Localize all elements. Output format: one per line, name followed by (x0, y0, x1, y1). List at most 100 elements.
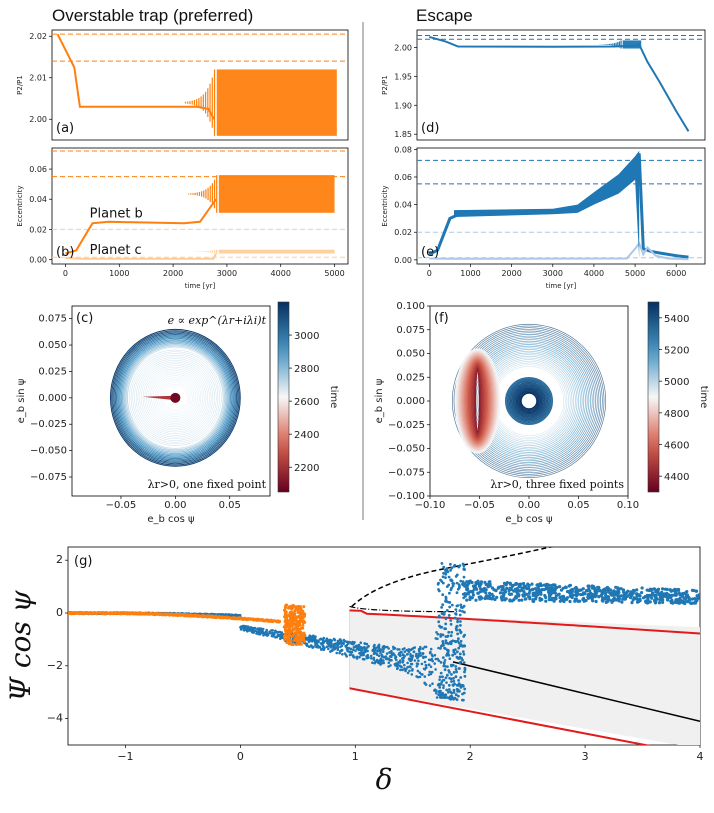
blue-point (367, 644, 370, 648)
series-group (56, 33, 337, 136)
blue-point (662, 592, 666, 596)
blue-point (535, 590, 539, 595)
blue-point (245, 628, 248, 631)
orange-point (296, 621, 300, 625)
phase-orbit (126, 346, 224, 450)
phase-orbit (477, 349, 581, 453)
blue-point (461, 645, 464, 648)
blue-point (457, 657, 461, 660)
blue-point (419, 645, 422, 649)
blue-point (505, 581, 509, 585)
blue-point (457, 679, 460, 682)
y-tick-label-b: 0.06 (29, 165, 47, 174)
blue-point (623, 597, 628, 601)
orange-point (284, 632, 287, 636)
blue-point (646, 600, 651, 605)
blue-point (673, 590, 678, 595)
blue-point (436, 582, 440, 586)
blue-point (661, 587, 665, 591)
blue-point (543, 593, 547, 598)
blue-point (335, 651, 339, 655)
blue-point (262, 631, 266, 634)
y-tick-label-b: 0.02 (29, 225, 47, 234)
blue-point (489, 596, 493, 601)
blue-point (463, 610, 466, 614)
blue-point (394, 656, 397, 660)
blue-point (452, 671, 456, 674)
blue-point (456, 650, 459, 654)
blue-point (443, 668, 447, 672)
inner-ring (516, 388, 542, 414)
blue-point (427, 673, 431, 677)
blue-point (410, 657, 414, 661)
blue-point (332, 644, 335, 647)
orange-point (283, 608, 287, 612)
y-tick-label-f: −0.025 (388, 420, 425, 431)
blue-point (435, 692, 438, 695)
blue-point (451, 663, 455, 667)
blue-point (387, 658, 390, 661)
blue-point (462, 661, 466, 664)
blue-point (548, 594, 552, 598)
colorbar-tick-label: 4600 (664, 441, 689, 452)
y-tick-label-b: 0.04 (29, 195, 47, 204)
phase-orbit (113, 332, 238, 463)
oscillation-band (622, 40, 642, 49)
blue-point (616, 587, 620, 591)
orange-point (284, 637, 288, 641)
panel-label-d: (d) (421, 121, 439, 136)
blue-point (597, 595, 601, 599)
y-axis-label-a: P2/P1 (16, 75, 24, 95)
blue-point (387, 665, 390, 668)
blue-point (521, 581, 526, 586)
red-libration (457, 350, 499, 452)
orange-point (276, 620, 279, 624)
blue-point (452, 582, 456, 585)
blue-point (442, 612, 445, 616)
phase-orbit (118, 337, 233, 458)
blue-point (411, 654, 415, 658)
x-tick-label-c: 0.05 (219, 500, 241, 511)
center-hole (522, 394, 536, 408)
blue-point (424, 655, 428, 659)
blue-point (444, 635, 448, 638)
blue-point (452, 688, 456, 692)
blue-point (407, 650, 411, 654)
blue-point (445, 688, 449, 692)
blue-point (453, 696, 457, 700)
blue-point (393, 662, 397, 666)
y-tick-label-d: 1.95 (394, 72, 412, 81)
blue-point (461, 684, 465, 688)
blue-point (416, 669, 420, 673)
blue-point (435, 696, 439, 699)
blue-point (487, 582, 491, 586)
blue-point (314, 635, 317, 638)
orange-point (288, 618, 292, 622)
blue-point (462, 652, 466, 656)
phase-orbit (112, 331, 239, 465)
blue-point (459, 676, 463, 679)
blue-point (441, 581, 445, 585)
blue-point (319, 637, 323, 641)
blue-point (667, 593, 671, 597)
x-tick-label-e: 0 (427, 269, 432, 278)
blue-point (451, 683, 455, 687)
blue-point (371, 661, 374, 664)
blue-point (446, 648, 450, 652)
blue-point (365, 642, 369, 646)
blue-point (455, 687, 459, 691)
orange-point (236, 617, 240, 620)
phase-orbit-inner (130, 353, 220, 443)
blue-point (444, 572, 448, 576)
blue-point (390, 658, 393, 662)
orange-point (302, 631, 305, 635)
blue-point (510, 584, 514, 589)
x-tick-label-c: −0.05 (106, 500, 137, 511)
phase-orbit-inner (141, 363, 210, 433)
blue-point (643, 594, 648, 599)
blue-point (421, 673, 424, 676)
x-tick-label-f: 0.00 (518, 500, 540, 511)
blue-point (530, 582, 534, 586)
blue-point (386, 645, 389, 649)
